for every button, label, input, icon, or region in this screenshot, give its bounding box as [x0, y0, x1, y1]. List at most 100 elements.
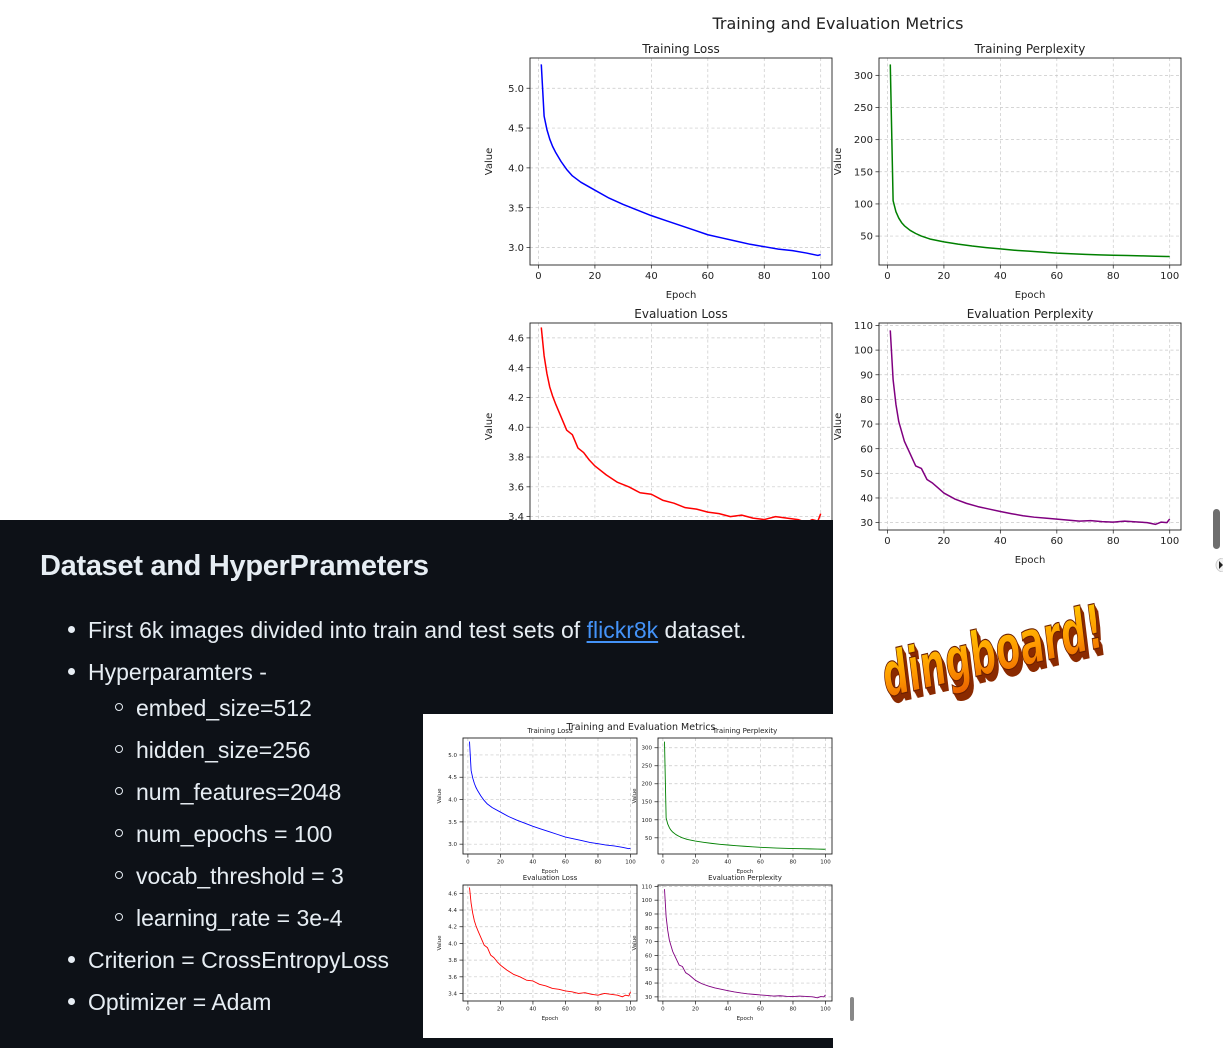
section-heading: Dataset and HyperPrameters	[40, 550, 429, 582]
y-tick-label: 5.0	[448, 753, 457, 759]
flickr8k-link[interactable]: flickr8k	[586, 617, 659, 643]
sub-bullet-icon	[115, 787, 123, 795]
y-tick-label: 4.0	[508, 423, 524, 434]
evaluation-perplexity-chart: Evaluation Perplexity 0 20 40 60 80 100 30 40 50 6…	[833, 307, 1182, 565]
x-tick-label: 100	[1160, 271, 1179, 282]
list-item: Optimizer = Adam	[88, 989, 272, 1015]
y-axis-label: Value	[632, 788, 638, 804]
y-tick-label: 4.5	[508, 124, 524, 135]
y-tick-label: 40	[645, 981, 652, 987]
x-tick-label: 0	[884, 271, 890, 282]
y-tick-label: 5.0	[508, 84, 524, 95]
y-tick-label: 200	[854, 135, 873, 146]
subplot-title: Training Loss	[526, 727, 573, 735]
series-line	[540, 64, 821, 257]
thumb-training-perplexity-chart: Training Perplexity 0 20 40 60 80 100 50 100 150 2…	[632, 727, 833, 875]
expand-arrow-icon[interactable]	[1211, 558, 1223, 572]
x-axis-label: Epoch	[737, 869, 754, 875]
x-tick-label: 0	[466, 1007, 470, 1013]
x-axis-label: Epoch	[542, 1016, 559, 1022]
pasted-figure-thumbnail[interactable]: Training and Evaluation Metrics Training…	[423, 714, 855, 1038]
x-tick-label: 80	[594, 1007, 601, 1013]
x-tick-label: 40	[724, 860, 731, 866]
x-tick-label: 80	[789, 1007, 796, 1013]
x-axis-label: Epoch	[1015, 555, 1046, 565]
y-tick-label: 30	[645, 995, 652, 1001]
sub-bullet-icon	[115, 913, 123, 921]
x-axis-label: Epoch	[542, 869, 559, 875]
y-axis-label: Value	[632, 935, 638, 951]
plot-frame	[657, 884, 833, 1002]
x-tick-label: 80	[789, 860, 796, 866]
sub-list-item: learning_rate = 3e-4	[136, 905, 343, 931]
bullet-icon	[68, 626, 75, 633]
x-tick-label: 80	[1107, 536, 1120, 547]
y-tick-label: 3.6	[508, 482, 524, 493]
x-tick-label: 0	[884, 536, 890, 547]
x-tick-label: 60	[1050, 271, 1063, 282]
subplot-title: Evaluation Loss	[634, 307, 727, 321]
sub-bullet-icon	[115, 871, 123, 879]
series-line	[469, 741, 631, 850]
x-tick-label: 20	[589, 271, 602, 282]
plot-frame	[878, 322, 1182, 531]
x-tick-label: 100	[625, 860, 636, 866]
y-tick-label: 3.0	[508, 243, 524, 254]
plot-frame	[462, 737, 638, 855]
bullet-icon	[68, 956, 75, 963]
thumb-evaluation-perplexity-chart: Evaluation Perplexity 0 20 40 60 80 100 30 40 50 6…	[632, 874, 833, 1022]
series-line	[664, 741, 826, 850]
y-tick-label: 50	[860, 469, 873, 480]
thumbnail-scrollbar[interactable]	[850, 997, 854, 1021]
x-tick-label: 80	[1107, 271, 1120, 282]
x-tick-label: 80	[758, 271, 771, 282]
list-item: Criterion = CrossEntropyLoss	[88, 947, 390, 973]
x-tick-label: 60	[1050, 536, 1063, 547]
list-item: Hyperparamters -	[88, 659, 267, 685]
subplot-title: Training Perplexity	[712, 727, 778, 735]
y-axis-label: Value	[833, 413, 844, 440]
x-tick-label: 20	[938, 271, 951, 282]
x-tick-label: 80	[594, 860, 601, 866]
x-tick-label: 0	[661, 860, 665, 866]
item-text: dataset.	[658, 617, 747, 643]
dingboard-logo: dingboard!dingboard!dingboard!dingboard!…	[878, 600, 1110, 719]
y-tick-label: 4.4	[448, 908, 457, 914]
y-tick-label: 100	[854, 346, 873, 357]
y-tick-label: 250	[854, 103, 873, 114]
y-tick-label: 60	[645, 953, 652, 959]
x-tick-label: 0	[661, 1007, 665, 1013]
y-axis-label: Value	[484, 413, 495, 440]
y-axis-label: Value	[437, 788, 443, 804]
y-tick-label: 3.4	[448, 991, 457, 997]
plot-frame	[529, 322, 833, 531]
y-tick-label: 3.8	[508, 453, 524, 464]
list-item: First 6k images divided into train and t…	[88, 617, 746, 643]
y-tick-label: 4.4	[508, 363, 524, 374]
sub-list-item: num_epochs = 100	[136, 821, 333, 847]
page-scrollbar-thumb[interactable]	[1213, 509, 1220, 549]
x-tick-label: 0	[535, 271, 541, 282]
sub-bullet-icon	[115, 745, 123, 753]
y-tick-label: 40	[860, 494, 873, 505]
y-tick-label: 110	[642, 884, 653, 890]
sub-bullet-icon	[115, 829, 123, 837]
x-tick-label: 100	[820, 1007, 831, 1013]
y-tick-label: 100	[854, 200, 873, 211]
plot-frame	[462, 884, 638, 1002]
x-tick-label: 40	[645, 271, 658, 282]
x-tick-label: 40	[724, 1007, 731, 1013]
x-tick-label: 40	[529, 860, 536, 866]
metrics-figure: Training and Evaluation Metrics Training…	[484, 14, 1182, 565]
x-tick-label: 20	[692, 860, 699, 866]
y-tick-label: 70	[645, 940, 652, 946]
y-tick-label: 300	[854, 71, 873, 82]
y-tick-label: 80	[860, 395, 873, 406]
sub-list-item: num_features=2048	[136, 779, 342, 805]
series-line	[469, 887, 631, 998]
y-tick-label: 50	[645, 967, 652, 973]
y-tick-label: 300	[642, 746, 653, 752]
training-loss-chart: Training Loss 0 20 40 60 80 100 3.0 3.5 4.0 4.5 5.0…	[484, 42, 833, 301]
y-tick-label: 70	[860, 420, 873, 431]
y-tick-label: 150	[854, 167, 873, 178]
